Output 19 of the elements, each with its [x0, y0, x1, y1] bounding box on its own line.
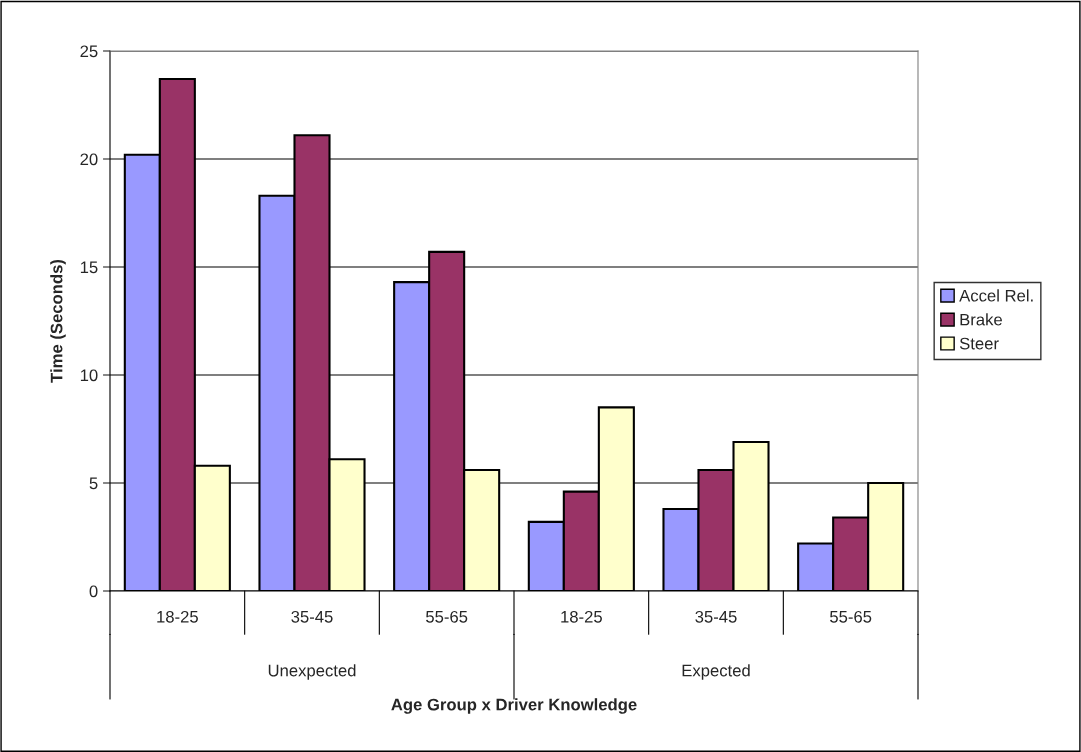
x-tick-label: 18-25	[561, 610, 602, 623]
y-tick-label: 20	[80, 153, 98, 166]
x-tick-label: 55-65	[830, 610, 872, 623]
y-tick-label: 25	[80, 45, 98, 58]
legend-label: Accel Rel.	[959, 289, 1033, 302]
y-tick-label: 5	[89, 477, 98, 490]
text: Expected	[682, 664, 750, 680]
y-tick-label: 15	[80, 261, 98, 274]
y-tick-label: 10	[80, 369, 98, 382]
legend-label: Brake	[960, 313, 1002, 326]
x-axis-title: Age Group x Driver Knowledge	[391, 698, 637, 714]
y-axis-title: Time (Seconds)	[50, 259, 66, 383]
text: Unexpected	[268, 664, 356, 680]
x-tick-label: 18-25	[157, 610, 198, 623]
x-tick-label: 35-45	[291, 610, 333, 623]
x-tick-label: 35-45	[695, 610, 737, 623]
y-tick-label: 0	[89, 585, 98, 598]
legend-label: Steer	[959, 337, 999, 350]
x-tick-label: 55-65	[426, 610, 468, 623]
